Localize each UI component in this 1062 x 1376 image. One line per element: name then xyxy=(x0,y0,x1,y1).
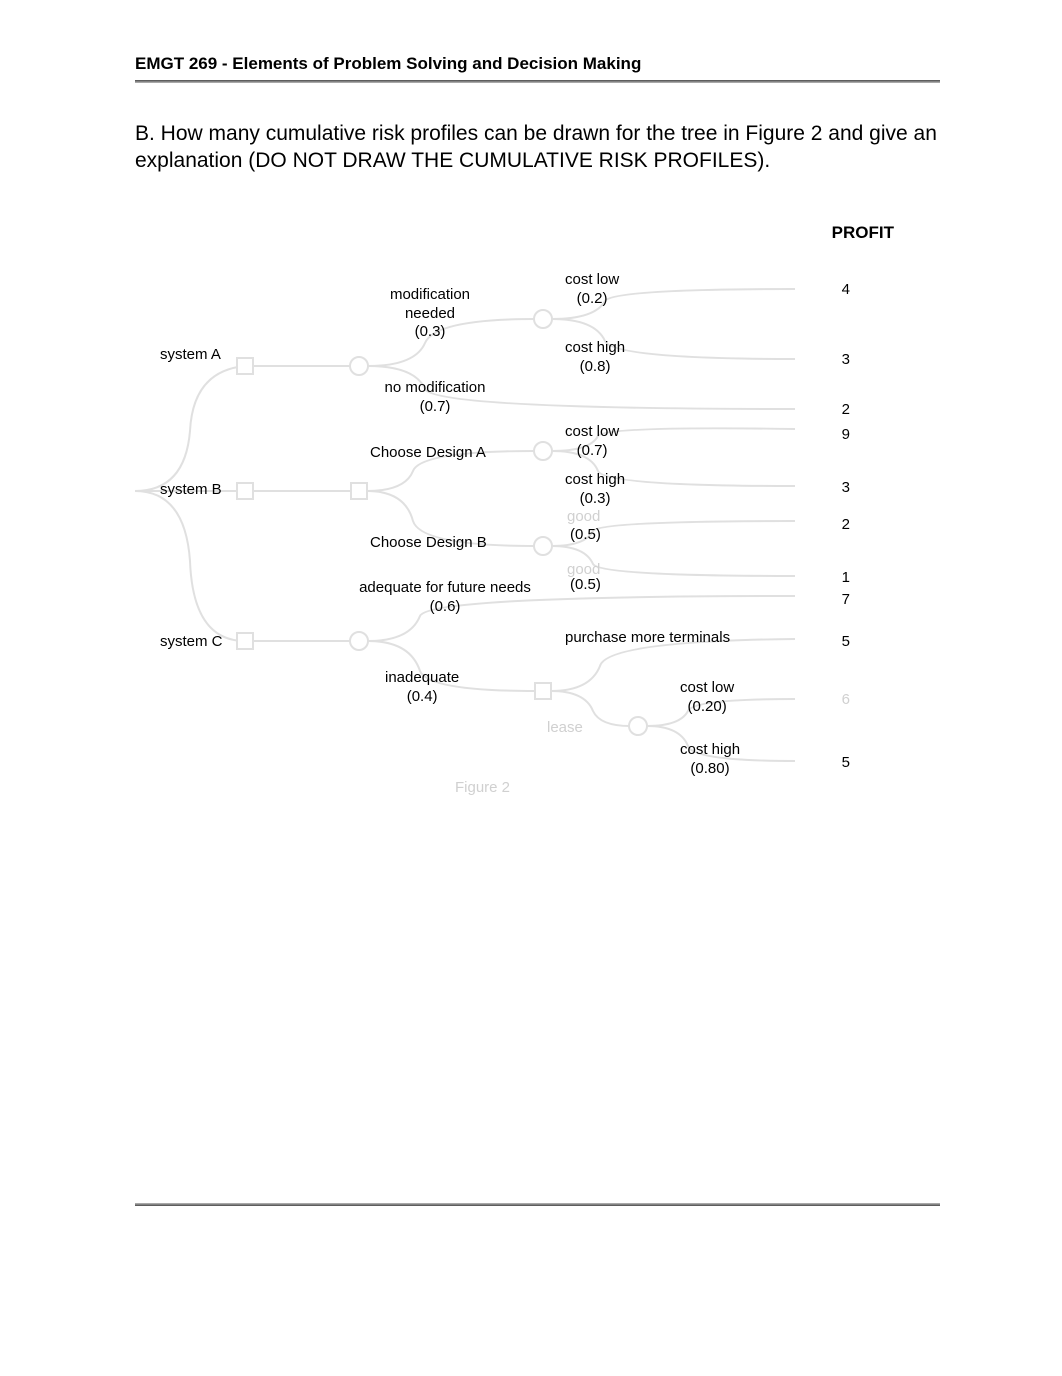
label-mod: modification needed (0.3) xyxy=(380,286,480,342)
label-b-low: cost low (0.7) xyxy=(565,423,619,461)
profit-heading: PROFIT xyxy=(135,223,940,243)
label-inadequate: inadequate (0.4) xyxy=(385,669,459,707)
label-system-a: system A xyxy=(160,346,221,365)
t: cost low xyxy=(565,271,619,288)
t: good xyxy=(567,508,600,525)
profit-9: 5 xyxy=(830,633,850,650)
label-system-c: system C xyxy=(160,633,223,652)
t: adequate for future needs xyxy=(359,579,531,596)
label-system-b: system B xyxy=(160,481,222,500)
course-header: EMGT 269 - Elements of Problem Solving a… xyxy=(135,54,940,74)
t: (0.2) xyxy=(577,290,608,307)
label-b-g2p: (0.5) xyxy=(570,576,601,595)
t: (0.7) xyxy=(577,442,608,459)
profit-4: 9 xyxy=(830,426,850,443)
label-c-high: cost high (0.80) xyxy=(680,741,740,779)
profit-7: 1 xyxy=(830,569,850,586)
profit-3: 2 xyxy=(830,401,850,418)
t: (0.8) xyxy=(580,358,611,375)
profit-2: 3 xyxy=(830,351,850,368)
t: cost high xyxy=(565,471,625,488)
header-rule xyxy=(135,80,940,83)
figure-caption: Figure 2 xyxy=(455,779,510,798)
t: (0.20) xyxy=(688,698,727,715)
label-b-g1: good xyxy=(567,508,600,527)
label-designA: Choose Design A xyxy=(370,444,486,463)
label-nomod: no modification (0.7) xyxy=(375,379,495,417)
profit-11: 5 xyxy=(830,754,850,771)
t: cost high xyxy=(565,339,625,356)
text-nomod: no modification xyxy=(385,379,486,396)
profit-8: 7 xyxy=(830,591,850,608)
t: inadequate xyxy=(385,669,459,686)
text-nomod-prob: (0.7) xyxy=(420,398,451,415)
t: (0.4) xyxy=(407,688,438,705)
profit-1: 4 xyxy=(830,281,850,298)
profit-5: 3 xyxy=(830,479,850,496)
profit-10: 6 xyxy=(830,691,850,708)
label-purchase: purchase more terminals xyxy=(565,629,730,648)
t: cost low xyxy=(565,423,619,440)
label-designB: Choose Design B xyxy=(370,534,487,553)
t: (0.6) xyxy=(430,598,461,615)
footer-rule xyxy=(135,1203,940,1206)
label-adequate: adequate for future needs (0.6) xyxy=(345,579,545,617)
question-text: B. How many cumulative risk profiles can… xyxy=(135,121,940,175)
label-a-low: cost low (0.2) xyxy=(565,271,619,309)
label-lease: lease xyxy=(547,719,583,738)
document-page: EMGT 269 - Elements of Problem Solving a… xyxy=(0,0,1062,1376)
text-mod: modification needed xyxy=(390,286,470,322)
label-b-g1p: (0.5) xyxy=(570,526,601,545)
tree-lines xyxy=(135,271,940,791)
text-mod-prob: (0.3) xyxy=(415,323,446,340)
t: cost high xyxy=(680,741,740,758)
t: cost low xyxy=(680,679,734,696)
decision-tree: system A system B system C modification … xyxy=(135,271,940,791)
profit-6: 2 xyxy=(830,516,850,533)
t: (0.3) xyxy=(580,490,611,507)
label-c-low: cost low (0.20) xyxy=(680,679,734,717)
label-a-high: cost high (0.8) xyxy=(565,339,625,377)
label-b-high: cost high (0.3) xyxy=(565,471,625,509)
t: (0.80) xyxy=(690,760,729,777)
